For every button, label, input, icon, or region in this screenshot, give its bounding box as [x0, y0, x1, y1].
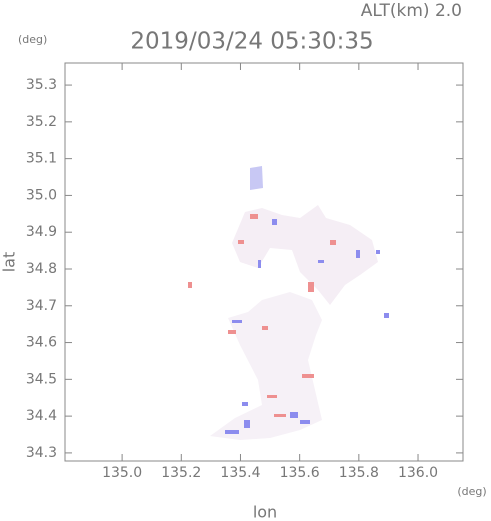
y-tick-label: 34.9 — [26, 224, 57, 240]
chart-title: 2019/03/24 05:30:35 — [130, 29, 373, 55]
y-tick-label: 34.5 — [26, 371, 57, 387]
x-axis-label: lon — [253, 503, 277, 521]
radar-echo — [188, 166, 389, 440]
x-tick-label: 135.8 — [339, 465, 379, 481]
y-tick-label: 35.0 — [26, 187, 57, 203]
y-tick-label: 34.3 — [26, 445, 57, 461]
y-tick-label: 35.1 — [26, 151, 57, 167]
x-tick-label: 135.4 — [220, 465, 260, 481]
x-tick-label: 135.0 — [102, 465, 142, 481]
y-tick-label: 34.8 — [26, 261, 57, 277]
plot-frame — [64, 62, 464, 462]
y-axis-label: lat — [0, 252, 19, 273]
y-tick-label: 35.3 — [26, 77, 57, 93]
y-unit: (deg) — [18, 33, 47, 46]
altitude-label: ALT(km) 2.0 — [361, 1, 462, 21]
x-tick-label: 136.0 — [398, 465, 438, 481]
x-tick-label: 135.2 — [161, 465, 201, 481]
y-tick-label: 34.6 — [26, 335, 57, 351]
y-tick-label: 34.4 — [26, 408, 57, 424]
y-tick-label: 35.2 — [26, 114, 57, 130]
y-tick-label: 34.7 — [26, 298, 57, 314]
x-unit: (deg) — [457, 485, 486, 498]
x-tick-label: 135.6 — [280, 465, 320, 481]
